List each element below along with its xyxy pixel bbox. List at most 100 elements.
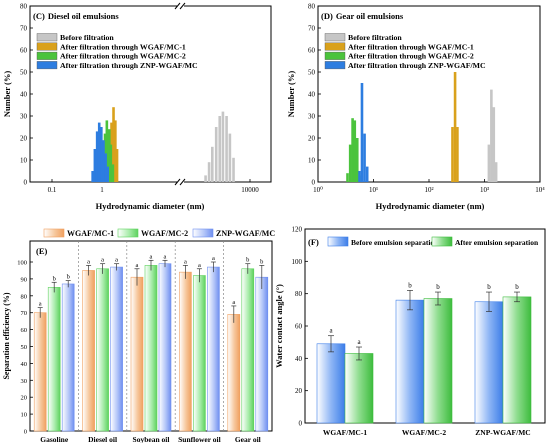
- y-tick-label: 10: [308, 157, 316, 165]
- legend-swatch: [36, 33, 58, 42]
- legend-label: ZNP-WGAF/MC: [216, 229, 275, 238]
- y-tick-label: 20: [21, 395, 28, 402]
- legend-label: Before filtration: [348, 33, 402, 42]
- y-tick-label: 20: [20, 135, 28, 143]
- legend-label: Before filtration: [60, 33, 114, 42]
- panel-c: Diesel oil emulsions (C) 0 10 20 30 40 50 60 70…: [2, 2, 272, 211]
- efficiency-bar: [96, 268, 109, 432]
- histogram-bar: [456, 127, 459, 182]
- y-tick-label: 40: [308, 91, 316, 99]
- panel-c-title: Diesel oil emulsions: [48, 11, 120, 21]
- category-label: Gear oil: [235, 435, 261, 443]
- efficiency-bar: [33, 312, 47, 432]
- efficiency-bar: [179, 271, 192, 432]
- contact-angle-bar: [474, 301, 504, 424]
- y-tick-label: 60: [20, 47, 28, 55]
- legend-swatch: [117, 228, 139, 238]
- y-tick-label: 90: [21, 276, 28, 283]
- legend-label: After filtration through ZNP-WGAF/MC: [60, 61, 198, 70]
- panel-f-label: (F): [308, 237, 319, 247]
- significance-letter: a: [212, 255, 215, 262]
- legend-swatch: [324, 33, 346, 42]
- category-label: WGAF/MC-2: [402, 428, 446, 437]
- panel-c-ylabel: Number (%): [2, 71, 12, 118]
- legend-swatch: [324, 61, 346, 70]
- legend-label: After filtration through WGAF/MC-2: [348, 52, 474, 61]
- y-tick-label: 20: [295, 387, 303, 395]
- contact-angle-bar: [395, 299, 425, 424]
- y-tick-label: 40: [20, 91, 28, 99]
- significance-letter: b: [436, 283, 440, 291]
- panel-e-label: (E): [36, 246, 48, 256]
- histogram-bar: [105, 120, 109, 182]
- efficiency-bar: [61, 283, 75, 432]
- histogram-bar: [451, 127, 454, 182]
- contact-angle-bar: [423, 298, 453, 424]
- y-tick-label: 30: [308, 113, 316, 121]
- x-tick-label: 10⁴: [535, 186, 545, 194]
- y-tick-label: 0: [24, 429, 27, 436]
- histogram-bar: [365, 166, 369, 182]
- panel-e-yticks: 0 10 20 30 40 50 60 70 80 90 100: [17, 260, 33, 436]
- histogram-bar: [355, 138, 359, 182]
- panel-d-label: (D): [321, 11, 333, 21]
- panel-e-legend: WGAF/MC-1 WGAF/MC-2 ZNP-WGAF/MC: [43, 228, 275, 238]
- panel-d-title: Gear oil emulsions: [336, 11, 404, 21]
- category-label: ZNP-WGAF/MC: [475, 428, 530, 437]
- panel-c-label: (C): [33, 11, 45, 21]
- efficiency-bar: [227, 314, 241, 432]
- panel-f-bars: a a WGAF/MC-1 b b WGAF/MC-2 b b ZNP-WGAF/MC: [316, 281, 532, 437]
- histogram-bar: [207, 162, 211, 182]
- histogram-bar: [453, 72, 457, 182]
- contact-angle-bar: [502, 296, 532, 424]
- significance-letter: a: [101, 257, 104, 264]
- efficiency-bar: [110, 266, 123, 432]
- y-tick-label: 80: [295, 290, 303, 298]
- category-label: Gasoline: [40, 435, 69, 443]
- y-tick-label: 100: [292, 258, 303, 266]
- legend-swatch: [431, 236, 453, 247]
- y-tick-label: 20: [308, 135, 316, 143]
- histogram-bar: [494, 162, 498, 182]
- y-tick-label: 120: [292, 226, 303, 234]
- category-label: WGAF/MC-1: [323, 428, 367, 437]
- y-tick-label: 0: [299, 420, 303, 428]
- histogram-bar: [91, 171, 94, 182]
- histogram-bar: [221, 111, 225, 182]
- legend-label: After emulsion separation: [455, 238, 539, 247]
- efficiency-bar: [158, 263, 172, 432]
- histogram-bar: [351, 118, 354, 182]
- efficiency-bar: [255, 276, 269, 432]
- x-tick-label: 10⁰: [313, 186, 323, 194]
- significance-letter: a: [39, 301, 42, 308]
- efficiency-bar: [241, 268, 255, 432]
- histogram-bar: [95, 131, 99, 182]
- legend-swatch: [36, 51, 58, 60]
- panel-e-ylabel: Separation efficiency (%): [2, 292, 11, 379]
- legend-swatch: [36, 61, 58, 70]
- y-tick-label: 30: [20, 113, 28, 121]
- y-tick-label: 80: [308, 3, 316, 11]
- histogram-bar: [348, 144, 352, 182]
- significance-letter: a: [136, 262, 139, 269]
- y-tick-label: 10: [20, 157, 28, 165]
- panel-d-yticks: 0 10 20 30 40 50 60 70 80: [308, 3, 321, 187]
- histogram-bar: [358, 171, 361, 182]
- category-label: Soybean oil: [133, 435, 170, 443]
- panel-d-legend: Before filtration After filtration throug…: [324, 33, 486, 70]
- histogram-bar: [232, 157, 235, 182]
- histogram-bar: [218, 116, 222, 182]
- x-tick-label: 1: [100, 186, 104, 194]
- category-label: Sunflower oil: [178, 435, 221, 443]
- histogram-bar: [108, 129, 111, 182]
- panel-c-legend: Before filtration After filtration throug…: [36, 33, 198, 70]
- histogram-bar: [211, 146, 214, 182]
- histogram-bar: [93, 149, 97, 182]
- panel-c-bars: [91, 107, 235, 182]
- y-tick-label: 80: [20, 3, 28, 11]
- y-tick-label: 60: [295, 323, 303, 331]
- legend-swatch: [36, 42, 58, 51]
- panel-c-axis-break: [174, 2, 186, 186]
- histogram-bar: [106, 166, 109, 182]
